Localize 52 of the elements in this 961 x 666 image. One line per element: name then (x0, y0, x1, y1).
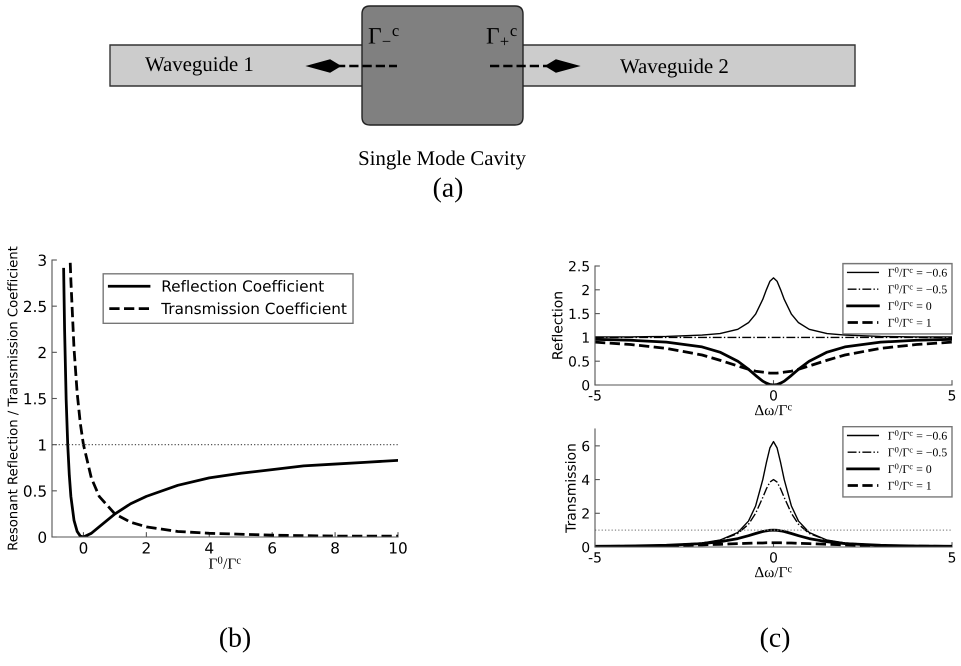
text: Single Mode Cavity (359, 150, 526, 170)
y-tick-label: 2.5 (24, 300, 46, 312)
text: (b) (220, 627, 250, 653)
y-axis-title: Resonant Reflection / Transmission Coefficient (7, 246, 19, 550)
legend-label: Γ$^{0}$/Γ$^{c}$ = −0.5 (888, 284, 947, 294)
x-axis-title: Γ$^{0}$/Γ$^{c}$ (208, 556, 241, 569)
text: Waveguide 1 (145, 56, 253, 76)
text: Waveguide 2 (620, 58, 728, 78)
y-tick-label: 1 (39, 439, 46, 450)
x-tick-label: 6 (268, 542, 276, 554)
y-tick-label: 0 (38, 531, 46, 544)
x-tick-label: 10 (390, 542, 407, 554)
y-tick-label: 1.5 (24, 393, 46, 405)
y-axis-title: Transmission (565, 444, 576, 533)
legend-label: Γ$^{0}$/Γ$^{c}$ = 1 (888, 480, 931, 490)
y-tick-label: 3 (38, 254, 46, 266)
y-tick-label: 0.5 (24, 485, 46, 497)
x-tick-label: 5 (948, 390, 956, 401)
legend-label: Γ$^{0}$/Γ$^{c}$ = 0 (888, 300, 932, 310)
text: Γ$_{+}$$^{c}$ (486, 28, 517, 46)
legend-label: Transmission Coefficient (161, 302, 347, 314)
x-tick-label: 8 (331, 542, 339, 554)
x-tick-label: 2 (142, 542, 150, 554)
y-tick-label: 0 (582, 380, 590, 390)
y-tick-label: 6 (582, 440, 590, 452)
legend-label: Γ$^{0}$/Γ$^{c}$ = −0.6 (888, 430, 947, 440)
y-tick-label: 2 (38, 346, 46, 358)
legend-label: Γ$^{0}$/Γ$^{c}$ = −0.6 (888, 267, 947, 277)
legend-label: Γ$^{0}$/Γ$^{c}$ = 0 (888, 464, 932, 474)
legend-label: Γ$^{0}$/Γ$^{c}$ = 1 (888, 317, 931, 327)
y-tick-label: 1 (582, 332, 589, 343)
x-tick-label: 0 (770, 390, 777, 401)
x-axis-title: Δω/Γ$^{c}$ (754, 405, 792, 416)
y-axis-title: Reflection (552, 292, 563, 359)
x-axis-title: Δω/Γ$^{c}$ (754, 567, 792, 578)
text: (a) (434, 177, 462, 203)
x-tick-label: 5 (948, 552, 956, 563)
legend-label: Reflection Coefficient (162, 280, 324, 292)
y-tick-label: 0.5 (568, 356, 589, 367)
y-tick-label: 2.5 (569, 260, 589, 272)
y-tick-label: 4 (582, 474, 590, 485)
x-tick-label: -5 (588, 552, 601, 563)
y-tick-label: 2 (582, 508, 589, 519)
legend-label: Γ$^{0}$/Γ$^{c}$ = −0.5 (888, 446, 947, 456)
y-tick-label: 2 (582, 284, 589, 296)
x-tick-label: 0 (770, 552, 777, 563)
x-tick-label: 0 (80, 542, 88, 554)
x-tick-label: -5 (588, 390, 601, 401)
x-tick-label: 4 (205, 542, 214, 554)
text: (c) (760, 627, 790, 653)
y-tick-label: 1.5 (570, 308, 589, 320)
text: Γ$_{−}$$^{c}$ (368, 28, 399, 44)
